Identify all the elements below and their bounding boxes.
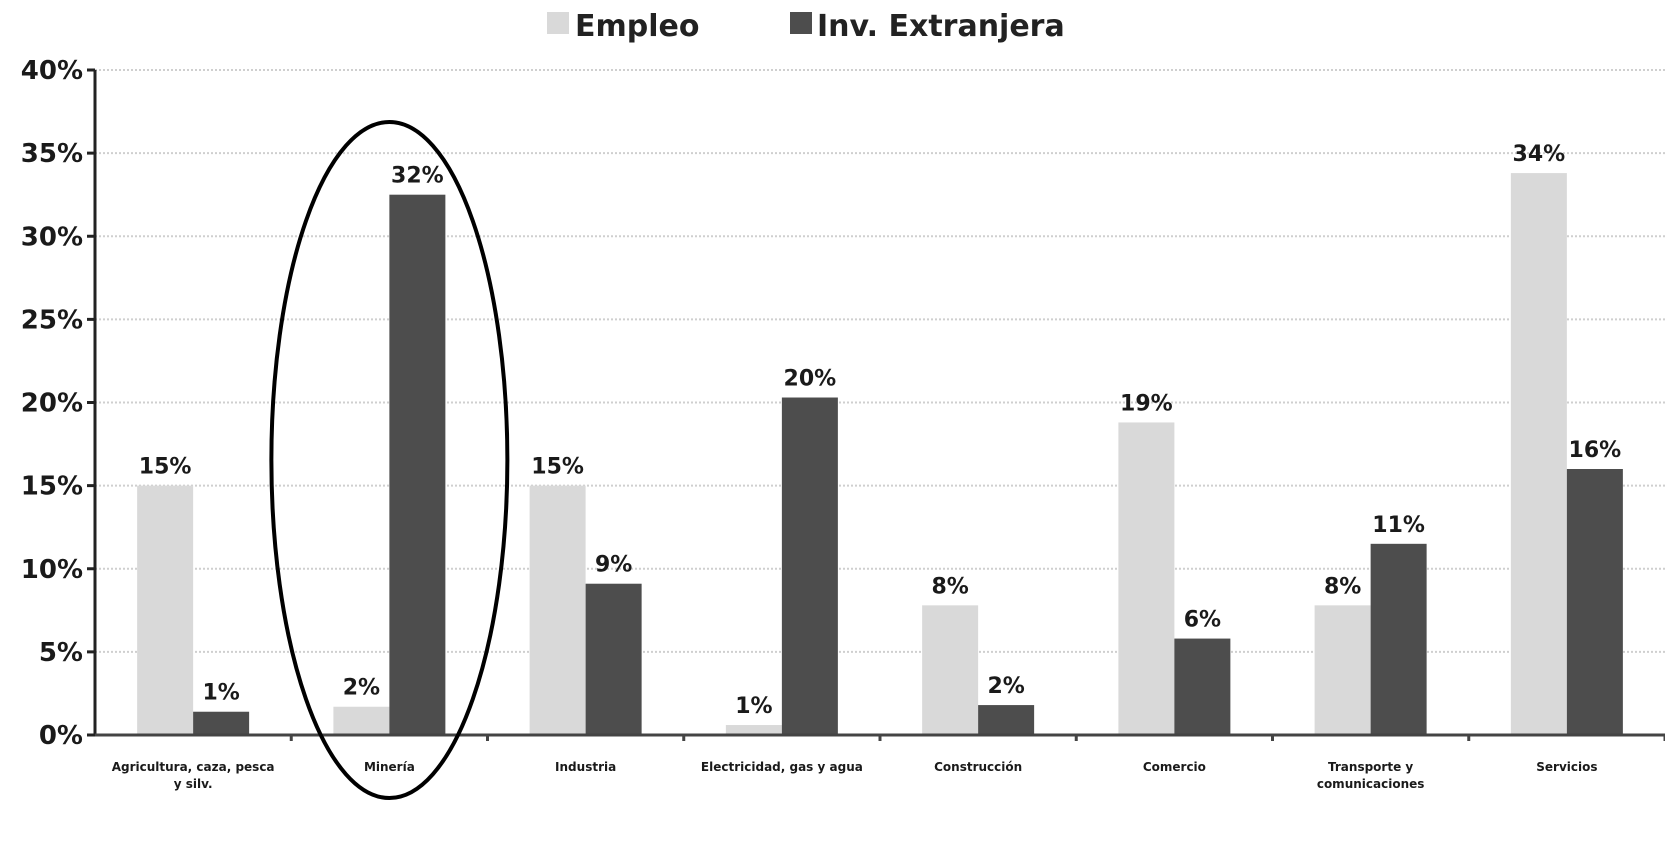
data-label-inv-extranjera: 11% (1372, 513, 1425, 538)
y-tick-label: 0% (39, 721, 83, 751)
data-label-inv-extranjera: 1% (202, 681, 239, 706)
bar-inv-extranjera (1566, 469, 1623, 735)
data-label-empleo: 34% (1513, 142, 1566, 167)
data-label-inv-extranjera: 2% (987, 674, 1024, 699)
y-tick-label: 15% (21, 472, 83, 502)
data-label-empleo: 19% (1120, 391, 1173, 416)
x-axis: Agricultura, caza, pesca y silv. Minería In… (95, 733, 1665, 791)
bar-empleo (725, 725, 782, 735)
x-tick-label: Construcción (934, 760, 1022, 774)
x-tick-label: Minería (364, 760, 415, 774)
bar-inv-extranjera (781, 397, 838, 735)
data-label-inv-extranjera: 9% (595, 553, 632, 578)
y-tick-label: 30% (21, 222, 83, 252)
bar-empleo (1314, 605, 1371, 735)
data-label-inv-extranjera: 32% (391, 164, 444, 189)
bar-inv-extranjera (585, 583, 642, 735)
legend: Empleo Inv. Extranjera (547, 9, 1065, 44)
bar-empleo (529, 485, 586, 735)
bar-inv-extranjera (1370, 543, 1427, 735)
data-label-empleo: 15% (139, 455, 192, 480)
legend-swatch-empleo (547, 12, 569, 34)
highlight-ellipse (269, 120, 510, 800)
y-tick-label: 20% (21, 389, 83, 419)
bars: 15% 1% 2% 32% 15% 9% 1% 20% 8% 2% 19% 6% 8% 11% 34% 16% (137, 142, 1623, 735)
bar-empleo (922, 605, 979, 735)
x-tick-label: Agricultura, caza, pesca (112, 760, 275, 774)
x-tick-label: Servicios (1536, 760, 1597, 774)
y-tick-label: 25% (21, 305, 83, 335)
data-label-inv-extranjera: 6% (1184, 608, 1221, 633)
data-label-empleo: 15% (531, 455, 584, 480)
bar-inv-extranjera (978, 705, 1035, 735)
bar-inv-extranjera (193, 711, 250, 735)
bar-empleo (1510, 173, 1567, 735)
bar-inv-extranjera (389, 194, 446, 735)
y-tick-label: 10% (21, 555, 83, 585)
x-tick-label: Electricidad, gas y agua (701, 760, 863, 774)
bar-empleo (137, 485, 194, 735)
legend-label-inv-extranjera: Inv. Extranjera (817, 9, 1065, 44)
bar-inv-extranjera (1174, 638, 1231, 735)
data-label-empleo: 8% (931, 574, 968, 599)
bar-empleo (1118, 422, 1175, 735)
y-axis: 0% 5% 10% 15% 20% 25% 30% 35% 40% (21, 56, 97, 751)
data-label-empleo: 1% (735, 694, 772, 719)
bar-empleo (333, 706, 390, 735)
x-tick-label: Transporte y (1328, 760, 1413, 774)
legend-swatch-inv-extranjera (790, 12, 812, 34)
x-tick-label: Industria (555, 760, 616, 774)
y-tick-label: 5% (39, 638, 83, 668)
legend-label-empleo: Empleo (575, 9, 699, 44)
y-tick-label: 35% (21, 139, 83, 169)
x-tick-label: Comercio (1143, 760, 1206, 774)
data-label-inv-extranjera: 16% (1569, 438, 1622, 463)
x-tick-label: comunicaciones (1317, 777, 1425, 791)
x-tick-label: y silv. (174, 777, 213, 791)
data-label-empleo: 2% (343, 676, 380, 701)
data-label-empleo: 8% (1324, 574, 1361, 599)
gridlines (95, 69, 1665, 653)
data-label-inv-extranjera: 20% (784, 367, 837, 392)
y-tick-label: 40% (21, 56, 83, 86)
